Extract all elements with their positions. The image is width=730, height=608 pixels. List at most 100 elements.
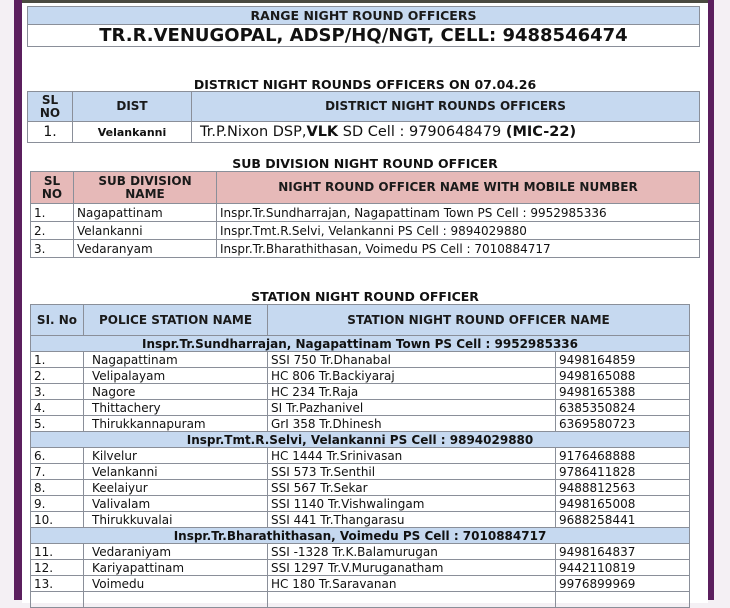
police-station: Thittachery [83,399,268,416]
mobile: 9176468888 [555,447,690,464]
sl: 5. [30,415,84,432]
range-header: RANGE NIGHT ROUND OFFICERS [27,6,700,25]
group-row: Inspr.Tr.Sundharrajan, Nagapattinam Town… [30,335,690,352]
mobile: 9498165388 [555,383,690,400]
group-row: Inspr.Tmt.R.Selvi, Velankanni PS Cell : … [30,431,690,448]
sl: 1. [30,351,84,368]
range-officer: TR.R.VENUGOPAL, ADSP/HQ/NGT, CELL: 94885… [27,24,700,47]
officer-mic: (MIC-22) [505,124,577,140]
police-station: Kilvelur [83,447,268,464]
group-inspector: Inspr.Tr.Bharathithasan, Voimedu PS Cell… [30,527,690,544]
col-sl: SL NO [30,171,74,204]
mobile: 9498165008 [555,495,690,512]
subdivision-name: Velankanni [73,221,217,240]
sl: 12. [30,559,84,576]
district-title: DISTRICT NIGHT ROUNDS OFFICERS ON 07.04.… [193,77,537,92]
group-row: Inspr.Tr.Bharathithasan, Voimedu PS Cell… [30,527,690,544]
mobile: 9498165088 [555,367,690,384]
officer: Inspr.Tmt.R.Selvi, Velankanni PS Cell : … [216,221,700,240]
police-station: Nagore [83,383,268,400]
mobile: 9488812563 [555,479,690,496]
sl: 1. [27,121,73,143]
col-police-station: POLICE STATION NAME [83,304,268,336]
sl: 11. [30,543,84,560]
officer: SSI 1297 Tr.V.Muruganatham [267,559,556,576]
officer: HC 180 Tr.Saravanan [267,575,556,592]
table-row: 3. Vedaranyam Inspr.Tr.Bharathithasan, Voi… [30,239,700,258]
mobile: 9688258441 [555,511,690,528]
table-row: 2. Velipalayam HC 806 Tr.Backiyaraj 9498165… [30,367,690,384]
sl: 2. [30,221,74,240]
table-row: 1. Nagapattinam SSI 750 Tr.Dhanabal 9498164… [30,351,690,368]
table-row: 2. Velankanni Inspr.Tmt.R.Selvi, Velankann… [30,221,700,240]
officer: Inspr.Tr.Bharathithasan, Voimedu PS Cell… [216,239,700,258]
col-dist: DIST [72,91,192,122]
mobile: 9498164837 [555,543,690,560]
sl: 9. [30,495,84,512]
table-row: 3. Nagore HC 234 Tr.Raja 9498165388 [30,383,690,400]
table-row: 9. Valivalam SSI 1140 Tr.Vishwalingam 94981… [30,495,690,512]
table-row: 12. Kariyapattinam SSI 1297 Tr.V.Muruganat… [30,559,690,576]
officer: SSI 750 Tr.Dhanabal [267,351,556,368]
police-station: Velipalayam [83,367,268,384]
dist: Velankanni [72,121,192,143]
sl: 7. [30,463,84,480]
table-row: 8. Keelaiyur SSI 567 Tr.Sekar 9488812563 [30,479,690,496]
subdivision-title: SUB DIVISION NIGHT ROUND OFFICER [232,156,498,171]
table-row: 13. Voimedu HC 180 Tr.Saravanan 9976899969 [30,575,690,592]
police-station: Thirukkuvalai [83,511,268,528]
range-officer-table: RANGE NIGHT ROUND OFFICERS TR.R.VENUGOPA… [27,6,700,47]
sl: 8. [30,479,84,496]
mobile: 9442110819 [555,559,690,576]
police-station: Nagapattinam [83,351,268,368]
officer: GrI 358 Tr.Dhinesh [267,415,556,432]
officer: SSI 1140 Tr.Vishwalingam [267,495,556,512]
officer-name: Tr.P.Nixon DSP, [200,124,307,140]
police-station: Kariyapattinam [83,559,268,576]
station-title: STATION NIGHT ROUND OFFICER [251,289,479,304]
table-row [30,591,690,608]
col-sl: SL NO [27,91,73,122]
sl: 3. [30,383,84,400]
col-officers: DISTRICT NIGHT ROUNDS OFFICERS [191,91,700,122]
police-station: Valivalam [83,495,268,512]
sl: 13. [30,575,84,592]
officer: SSI 573 Tr.Senthil [267,463,556,480]
subdivision-name: Nagapattinam [73,203,217,222]
police-station: Vedaraniyam [83,543,268,560]
table-row: 4. Thittachery SI Tr.Pazhanivel 6385350824 [30,399,690,416]
table-row: 7. Velankanni SSI 573 Tr.Senthil 9786411828 [30,463,690,480]
col-subdivision: SUB DIVISION NAME [73,171,217,204]
officer: SSI 441 Tr.Thangarasu [267,511,556,528]
sl: 3. [30,239,74,258]
officer: SSI 567 Tr.Sekar [267,479,556,496]
col-sl: SI. No [30,304,84,336]
table-row: 1. Nagapattinam Inspr.Tr.Sundharrajan, Nag… [30,203,700,222]
sl: 4. [30,399,84,416]
officer-cell: SD Cell : 9790648479 [338,124,506,140]
officer: Inspr.Tr.Sundharrajan, Nagapattinam Town… [216,203,700,222]
top-edge [22,0,708,3]
sl: 1. [30,203,74,222]
table-row: 6. Kilvelur HC 1444 Tr.Srinivasan 917646888… [30,447,690,464]
mobile: 9976899969 [555,575,690,592]
police-station: Thirukkannapuram [83,415,268,432]
group-inspector: Inspr.Tmt.R.Selvi, Velankanni PS Cell : … [30,431,690,448]
col-officer: STATION NIGHT ROUND OFFICER NAME [267,304,690,336]
station-table: SI. No POLICE STATION NAME STATION NIGHT… [30,304,690,608]
col-officer: NIGHT ROUND OFFICER NAME WITH MOBILE NUM… [216,171,700,204]
table-row: 10. Thirukkuvalai SSI 441 Tr.Thangarasu 968… [30,511,690,528]
subdivision-table: SL NO SUB DIVISION NAME NIGHT ROUND OFFI… [30,171,700,258]
police-station: Keelaiyur [83,479,268,496]
mobile: 6369580723 [555,415,690,432]
mobile: 6385350824 [555,399,690,416]
officer: HC 1444 Tr.Srinivasan [267,447,556,464]
sl: 2. [30,367,84,384]
sl: 6. [30,447,84,464]
district-table: SL NO DIST DISTRICT NIGHT ROUNDS OFFICER… [27,91,700,143]
officer: SI Tr.Pazhanivel [267,399,556,416]
police-station: Voimedu [83,575,268,592]
sl: 10. [30,511,84,528]
table-row: 11. Vedaraniyam SSI -1328 Tr.K.Balamurugan… [30,543,690,560]
officer: HC 806 Tr.Backiyaraj [267,367,556,384]
